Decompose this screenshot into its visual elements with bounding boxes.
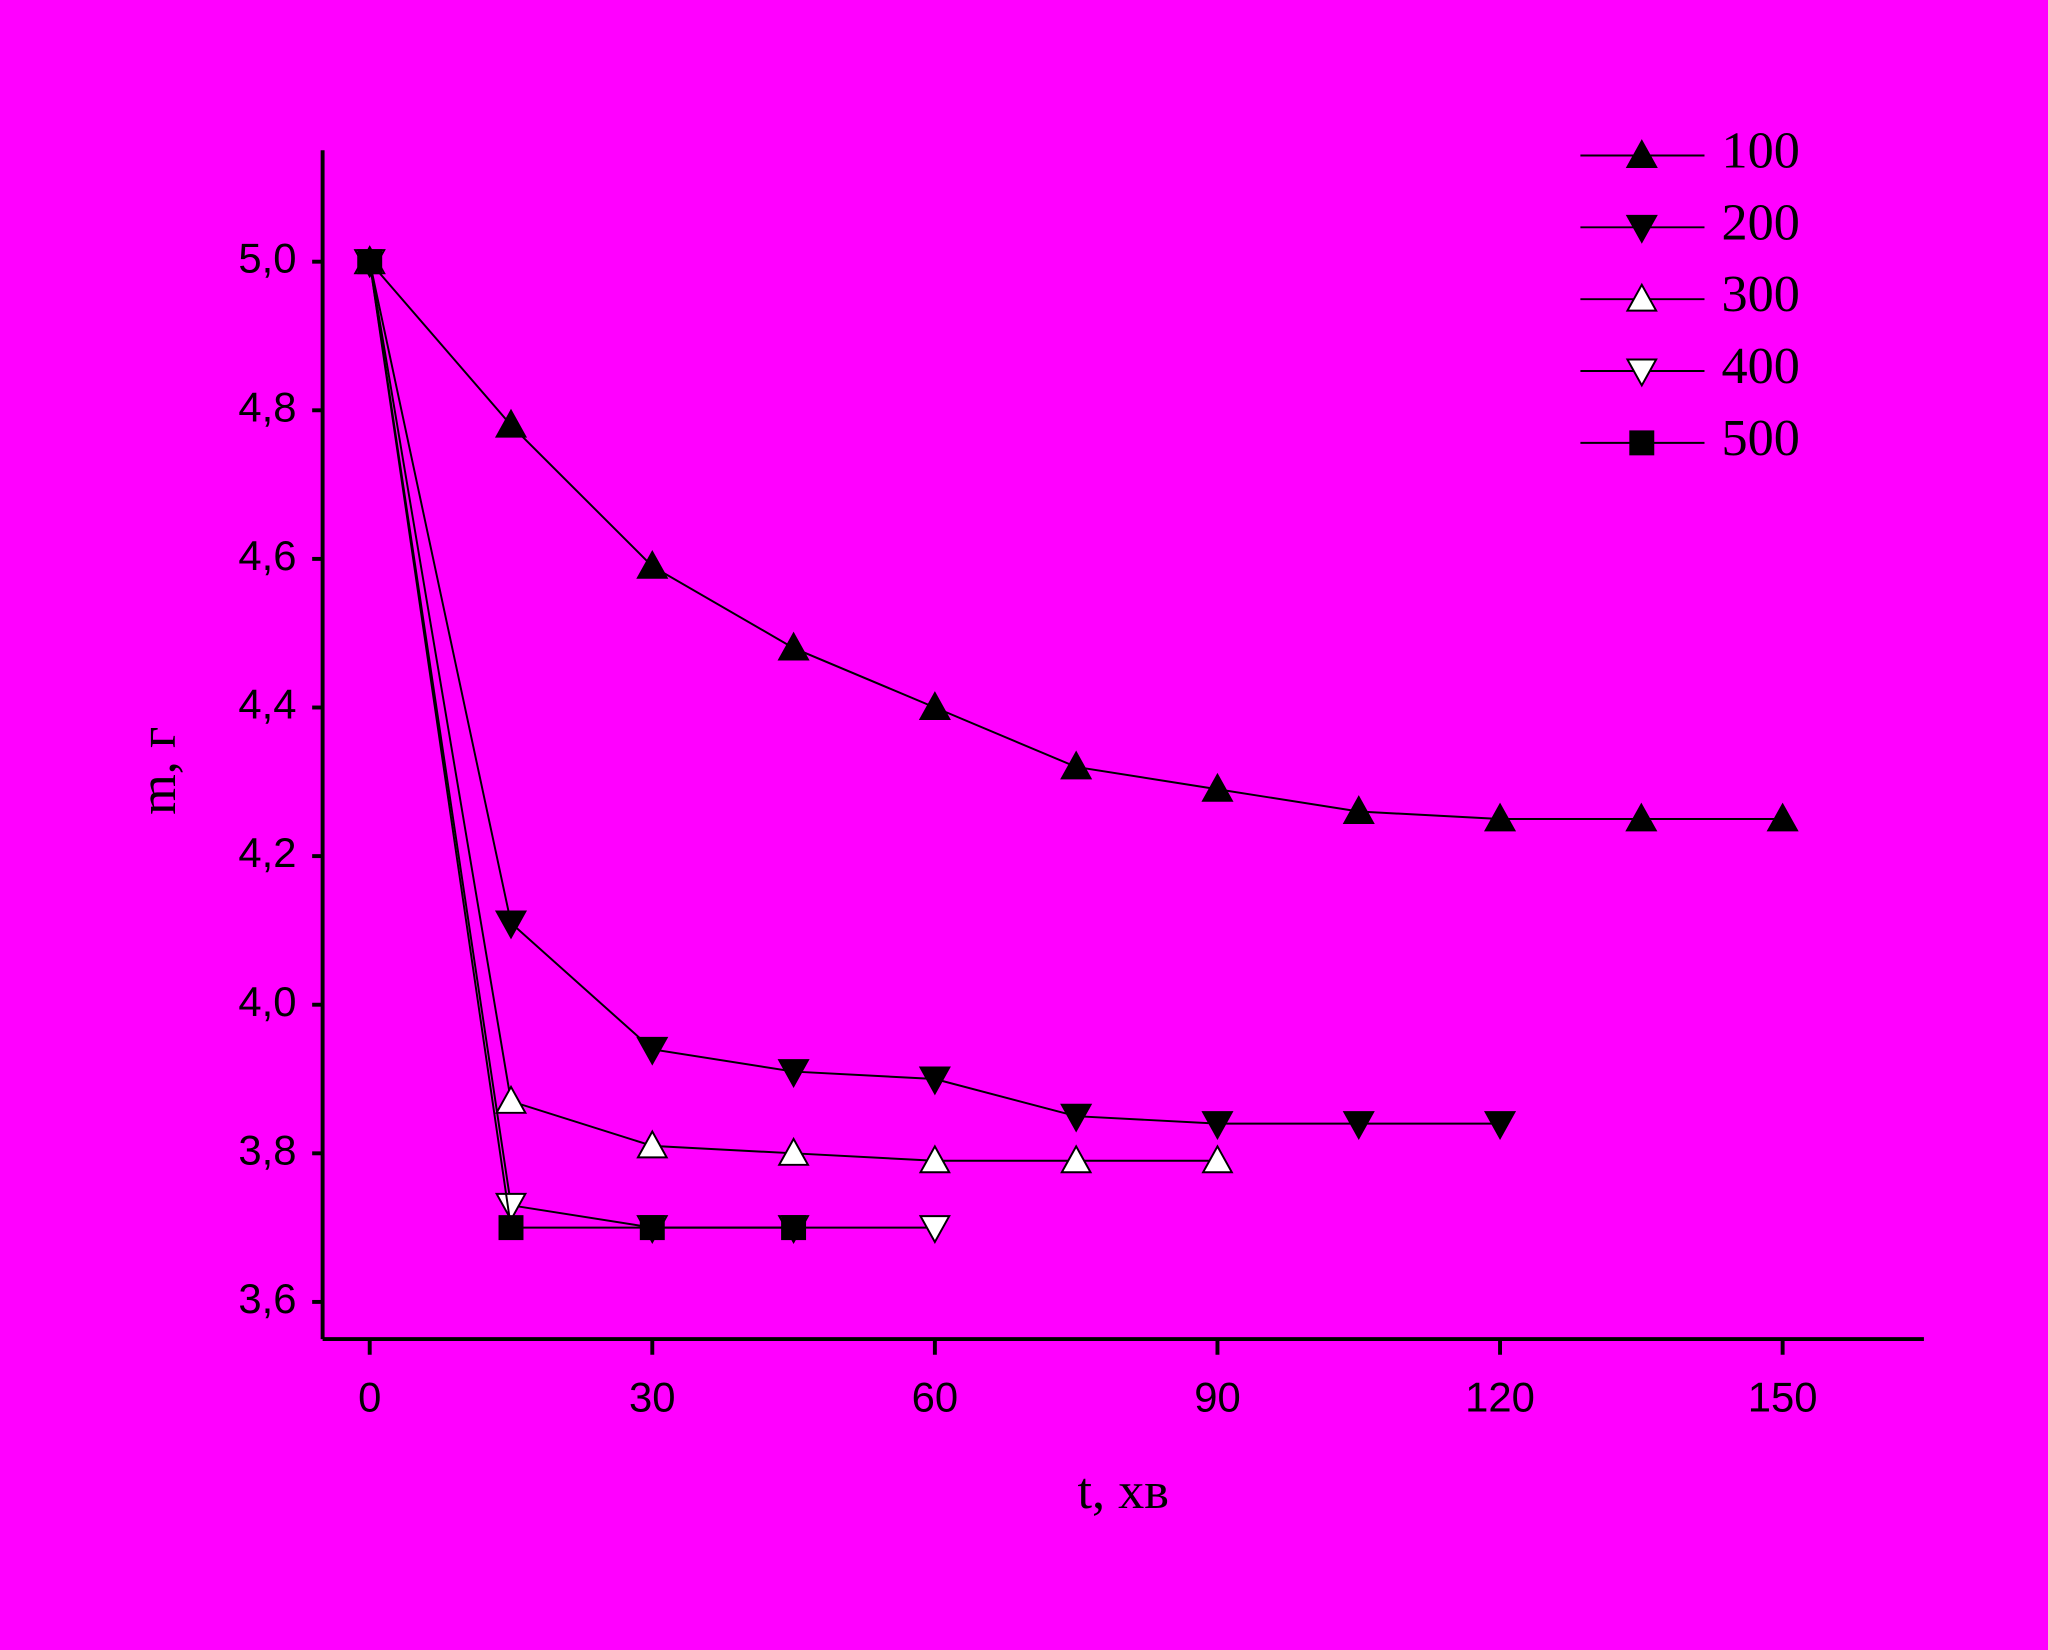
marker <box>1484 1111 1517 1140</box>
marker <box>777 1136 810 1166</box>
legend-label: 100 <box>1721 121 1799 179</box>
y-tick-label: 3,6 <box>238 1275 296 1322</box>
y-tick-label: 4,4 <box>238 681 296 728</box>
marker <box>1625 282 1658 312</box>
marker <box>777 631 810 661</box>
marker <box>494 1084 528 1114</box>
marker <box>918 691 951 720</box>
marker <box>1625 358 1658 388</box>
y-tick-label: 4,8 <box>238 383 296 430</box>
marker <box>494 1192 528 1222</box>
legend-label: 500 <box>1721 409 1799 467</box>
marker <box>1201 772 1234 802</box>
marker <box>918 1066 951 1096</box>
marker <box>1342 1111 1375 1140</box>
y-tick-label: 4,2 <box>238 829 296 876</box>
series-line <box>368 261 794 1229</box>
marker <box>494 408 528 438</box>
y-tick-label: 4,0 <box>238 978 296 1025</box>
marker <box>1201 1111 1234 1140</box>
legend-label: 200 <box>1721 193 1799 251</box>
marker <box>918 1215 951 1245</box>
x-tick-label: 0 <box>358 1374 381 1421</box>
marker <box>636 1129 669 1159</box>
marker <box>1201 1144 1234 1174</box>
x-tick-label: 150 <box>1748 1374 1818 1421</box>
marker <box>636 1036 669 1066</box>
legend-label: 400 <box>1721 337 1799 395</box>
legend-label: 300 <box>1721 265 1799 323</box>
x-tick-label: 60 <box>912 1374 958 1421</box>
y-tick-label: 4,6 <box>238 532 296 579</box>
marker <box>1625 802 1658 832</box>
marker <box>1625 139 1658 168</box>
marker <box>357 249 383 275</box>
marker <box>1766 802 1799 832</box>
y-tick-label: 3,8 <box>238 1126 296 1173</box>
x-axis-label: t, хв <box>1078 1462 1169 1520</box>
marker <box>498 1215 524 1241</box>
y-tick-label: 5,0 <box>238 235 296 282</box>
marker <box>781 1215 807 1241</box>
marker <box>1625 214 1658 244</box>
marker <box>918 1144 951 1174</box>
x-tick-label: 120 <box>1465 1374 1535 1421</box>
marker <box>1629 430 1655 456</box>
x-tick-label: 30 <box>629 1374 675 1421</box>
marker <box>1060 750 1093 780</box>
x-tick-label: 90 <box>1194 1374 1240 1421</box>
marker <box>639 1215 665 1241</box>
marker <box>636 549 669 579</box>
marker <box>777 1059 810 1088</box>
marker <box>1060 1103 1093 1133</box>
marker <box>1060 1144 1093 1174</box>
marker <box>494 910 528 940</box>
y-axis-label: m, г <box>129 727 187 815</box>
marker <box>1342 795 1375 825</box>
marker <box>1484 802 1517 832</box>
